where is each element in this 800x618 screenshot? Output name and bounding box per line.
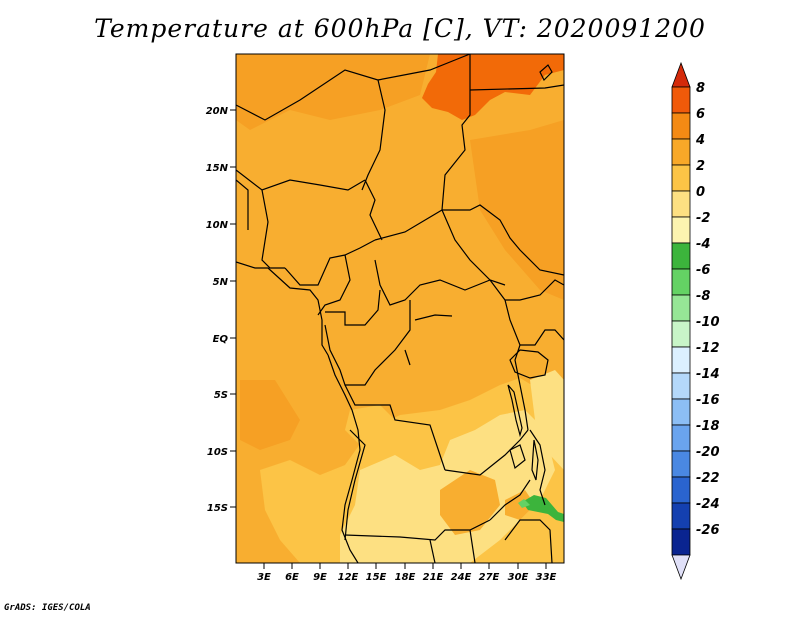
colorbar-label: 2 xyxy=(696,159,705,174)
colorbar-top-arrow xyxy=(671,61,691,88)
lon-labels: 3E 6E 9E 12E 15E 18E 21E 24E 27E 30E 33E xyxy=(257,572,556,583)
lat-label: 20N xyxy=(206,106,229,117)
temperature-field xyxy=(236,54,564,563)
colorbar-label: -18 xyxy=(696,419,720,434)
lat-label: 10S xyxy=(207,447,228,458)
colorbar-label: -6 xyxy=(696,263,710,278)
colorbar-label: -2 xyxy=(696,211,710,226)
country-borders xyxy=(236,54,564,563)
lon-label: 21E xyxy=(423,572,444,583)
colorbar-swatch xyxy=(671,450,691,478)
colorbar-swatch xyxy=(671,476,691,504)
colorbar-swatch xyxy=(671,242,691,270)
lon-label: 6E xyxy=(285,572,299,583)
colorbar-label: -14 xyxy=(696,367,720,382)
colorbar-label: -8 xyxy=(696,289,710,304)
lon-label: 15E xyxy=(366,572,387,583)
colorbar-label: -24 xyxy=(696,497,720,512)
colorbar-swatch xyxy=(671,190,691,218)
lon-label: 24E xyxy=(451,572,472,583)
colorbar-swatch xyxy=(671,502,691,530)
colorbar-swatch xyxy=(671,164,691,192)
colorbar-label: -12 xyxy=(696,341,720,356)
cold-spot xyxy=(522,495,564,522)
colorbar-swatch xyxy=(671,86,691,114)
colorbar-label: 6 xyxy=(696,107,705,122)
lon-label: 27E xyxy=(479,572,500,583)
lat-label: 15N xyxy=(206,163,229,174)
colorbar-label: -4 xyxy=(696,237,710,252)
colorbar: 8 6 4 2 0 -2 -4 -6 -8 -10 -12 -14 -16 -18 -20 -22 -24 -26 xyxy=(671,61,720,581)
colorbar-label: -26 xyxy=(696,523,720,538)
lon-label: 12E xyxy=(338,572,359,583)
colorbar-label: -10 xyxy=(696,315,720,330)
footer-credit: GrADS: IGES/COLA xyxy=(4,603,91,613)
lat-label: 15S xyxy=(207,503,228,514)
lon-label: 18E xyxy=(395,572,416,583)
colorbar-swatch xyxy=(671,320,691,348)
colorbar-bottom-arrow xyxy=(671,554,691,581)
lon-label: 3E xyxy=(257,572,271,583)
colorbar-swatch xyxy=(671,424,691,452)
lat-label: 5N xyxy=(213,277,229,288)
colorbar-swatch xyxy=(671,216,691,244)
colorbar-swatch xyxy=(671,398,691,426)
colorbar-swatch xyxy=(671,294,691,322)
colorbar-label: 8 xyxy=(696,81,705,96)
lon-label: 9E xyxy=(313,572,327,583)
lat-label: 5S xyxy=(214,390,228,401)
cooler-region-east xyxy=(530,370,564,470)
colorbar-swatch xyxy=(671,112,691,140)
colorbar-swatch xyxy=(671,528,691,556)
hot-region xyxy=(422,54,564,120)
lat-axis xyxy=(230,109,236,508)
cold-spot-light xyxy=(518,499,530,508)
warm-patch-north xyxy=(236,54,430,130)
lon-label: 33E xyxy=(536,572,557,583)
colorbar-label: -22 xyxy=(696,471,720,486)
lat-labels: 20N 15N 10N 5N EQ 5S 10S 15S xyxy=(206,106,229,514)
colorbar-label: -20 xyxy=(696,445,720,460)
warm-blob-zambia xyxy=(440,470,500,535)
colorbar-swatch xyxy=(671,372,691,400)
warm-patch-southwest xyxy=(240,380,300,450)
colorbar-label: 0 xyxy=(696,185,705,200)
lat-label: EQ xyxy=(213,334,229,345)
colorbar-swatch xyxy=(671,138,691,166)
map-frame xyxy=(235,53,565,564)
colorbar-swatch xyxy=(671,268,691,296)
lon-axis xyxy=(263,563,547,569)
colorbar-swatch xyxy=(671,346,691,374)
colorbar-label: -16 xyxy=(696,393,720,408)
chart-title: Temperature at 600hPa [C], VT: 202009120… xyxy=(94,14,706,43)
lat-label: 10N xyxy=(206,220,229,231)
lon-label: 30E xyxy=(508,572,529,583)
colorbar-label: 4 xyxy=(695,133,705,148)
warm-patch-east xyxy=(470,120,564,300)
